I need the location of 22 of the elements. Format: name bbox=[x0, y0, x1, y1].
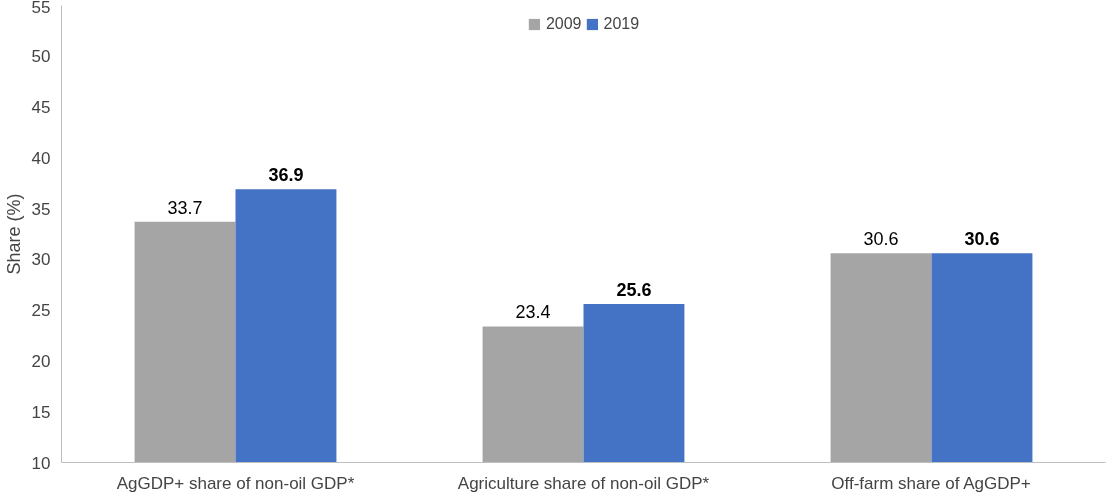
y-tick-label: 50 bbox=[31, 47, 51, 67]
data-label: 25.6 bbox=[616, 280, 652, 301]
y-axis-title: Share (%) bbox=[3, 193, 24, 275]
legend-label: 2019 bbox=[603, 15, 640, 33]
x-tick-label: Agriculture share of non-oil GDP* bbox=[457, 473, 710, 493]
y-tick-label: 30 bbox=[31, 250, 51, 270]
y-tick-label: 40 bbox=[31, 148, 51, 168]
y-tick-label: 20 bbox=[31, 351, 51, 371]
x-tick-label: AgGDP+ share of non-oil GDP* bbox=[116, 473, 355, 493]
data-label: 36.9 bbox=[268, 165, 304, 186]
y-tick-label: 55 bbox=[31, 0, 51, 17]
legend-label: 2009 bbox=[545, 15, 582, 33]
y-tick-label: 25 bbox=[31, 301, 51, 321]
y-tick-label: 10 bbox=[31, 453, 51, 473]
data-label: 23.4 bbox=[515, 302, 551, 323]
data-label: 30.6 bbox=[863, 229, 899, 250]
data-label: 30.6 bbox=[964, 229, 1000, 250]
x-tick-label: Off-farm share of AgGDP+ bbox=[831, 473, 1031, 493]
y-tick-label: 35 bbox=[31, 199, 51, 219]
y-tick-label: 45 bbox=[31, 98, 51, 118]
data-label: 33.7 bbox=[167, 197, 203, 218]
y-tick-label: 15 bbox=[31, 402, 51, 422]
